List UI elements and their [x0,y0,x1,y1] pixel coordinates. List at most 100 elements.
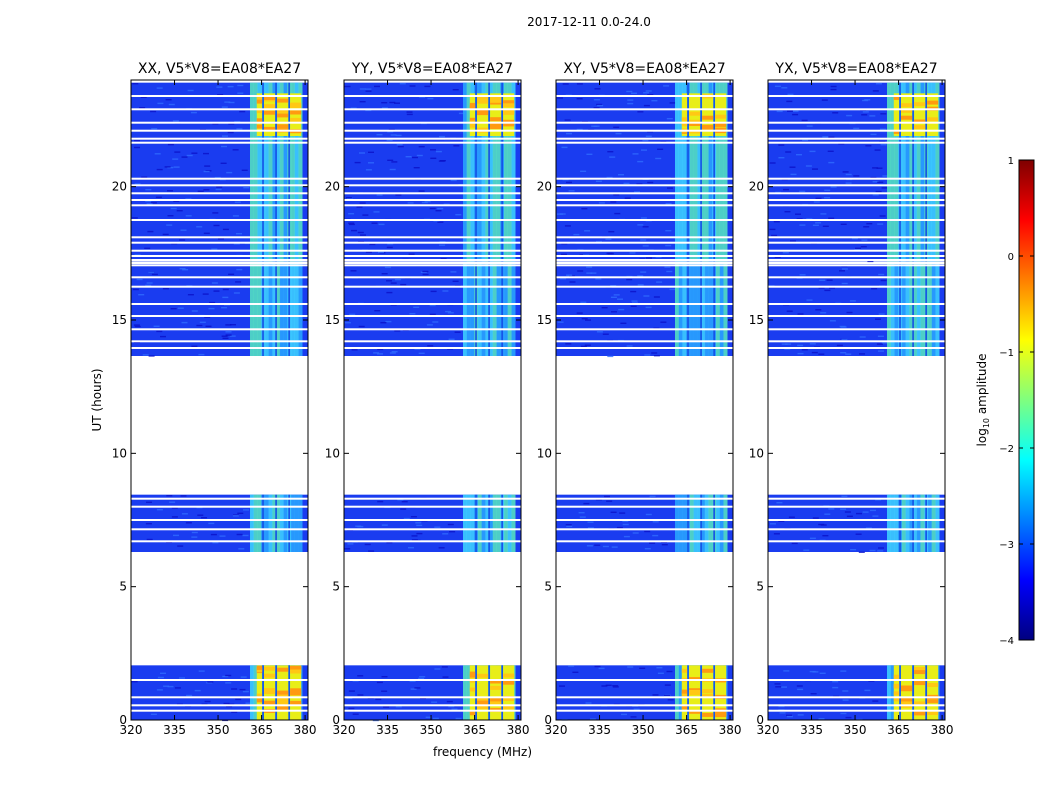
noise-speckle [185,522,192,524]
flagged-row [768,328,945,331]
flagged-row [556,276,733,279]
noise-speckle [824,289,831,292]
noise-speckle [576,312,583,314]
noise-speckle [437,207,444,210]
noise-speckle [653,296,660,298]
channel-edge [687,82,689,262]
emission-column [716,494,720,552]
emission-column [909,494,914,552]
y-tick-label: 5 [332,580,340,594]
emission-column [298,264,303,356]
noise-speckle [150,202,157,204]
emission-column [276,82,281,262]
emission-column [890,494,895,552]
noise-speckle [138,294,145,296]
emission-column [675,494,679,552]
noise-speckle [564,119,571,121]
noise-speckle [597,104,604,107]
flagged-row [344,264,521,267]
flagged-row [556,679,733,681]
flagged-row [556,236,733,239]
noise-speckle [820,312,827,314]
noise-speckle [395,134,402,137]
hot-spot [290,688,302,693]
noise-speckle [376,194,383,196]
noise-speckle [801,119,808,122]
noise-speckle [170,207,177,210]
noise-speckle [632,532,639,534]
noise-speckle [796,685,803,687]
noise-speckle [782,252,789,254]
noise-speckle [557,321,564,323]
hot-spot [264,104,276,109]
emission-column [682,264,687,356]
noise-speckle [822,136,829,138]
panel-frame [343,79,522,721]
noise-speckle [649,495,656,498]
noise-speckle [377,348,384,351]
emission-column [701,264,706,356]
emission-column [294,494,299,552]
colorbar-tick-label: −3 [999,540,1014,551]
emission-column [890,665,895,720]
noise-speckle [642,139,649,142]
noise-speckle [448,705,455,708]
noise-speckle [809,150,816,153]
noise-speckle [172,120,179,122]
flagged-row [556,704,733,707]
noise-speckle [171,507,178,509]
noise-speckle [649,542,656,544]
noise-speckle [657,148,664,150]
noise-speckle [429,304,436,307]
flagged-row [131,709,308,712]
channel-edge [713,494,715,552]
channel-edge [912,82,914,262]
bright-interval [893,665,939,720]
noise-speckle [829,320,836,322]
noise-speckle [594,665,601,668]
panel-2: YY, V5*V8=EA08*EA27 320 335 350 365 380 0 5 10 15… [325,61,530,737]
noise-speckle [566,132,572,135]
noise-speckle [182,269,189,271]
flagged-row [556,199,733,201]
noise-speckle [229,335,236,337]
noise-speckle [821,99,828,101]
emission-column [708,82,713,262]
noise-speckle [591,125,598,127]
noise-speckle [225,331,232,333]
bright-cell [702,93,714,136]
noise-speckle [870,176,877,179]
noise-speckle [781,686,787,688]
hot-spot [681,692,688,697]
noise-speckle [775,686,782,688]
flagged-row [344,259,521,261]
noise-speckle [604,495,610,498]
noise-speckle [620,322,627,324]
noise-speckle [447,312,454,314]
channel-edge [700,665,702,720]
hot-spot [490,679,502,684]
noise-speckle [431,701,438,703]
noise-speckle [824,189,831,191]
noise-speckle [375,698,382,701]
noise-speckle [386,541,393,544]
flagged-row [131,315,308,317]
noise-speckle [441,666,448,668]
noise-speckle [156,330,163,333]
emission-column [697,264,702,356]
noise-speckle [824,513,831,515]
noise-speckle [844,511,851,513]
emission-column [504,264,508,356]
noise-speckle [236,533,243,536]
y-tick-label: 5 [119,580,127,594]
y-tick-label: 10 [325,446,340,460]
noise-speckle [146,282,153,284]
noise-speckle [576,98,583,100]
noise-speckle [845,716,852,719]
noise-speckle [566,274,573,276]
noise-speckle [805,165,812,167]
panel-frame [555,79,734,721]
noise-speckle [212,123,219,125]
noise-speckle [414,687,421,689]
